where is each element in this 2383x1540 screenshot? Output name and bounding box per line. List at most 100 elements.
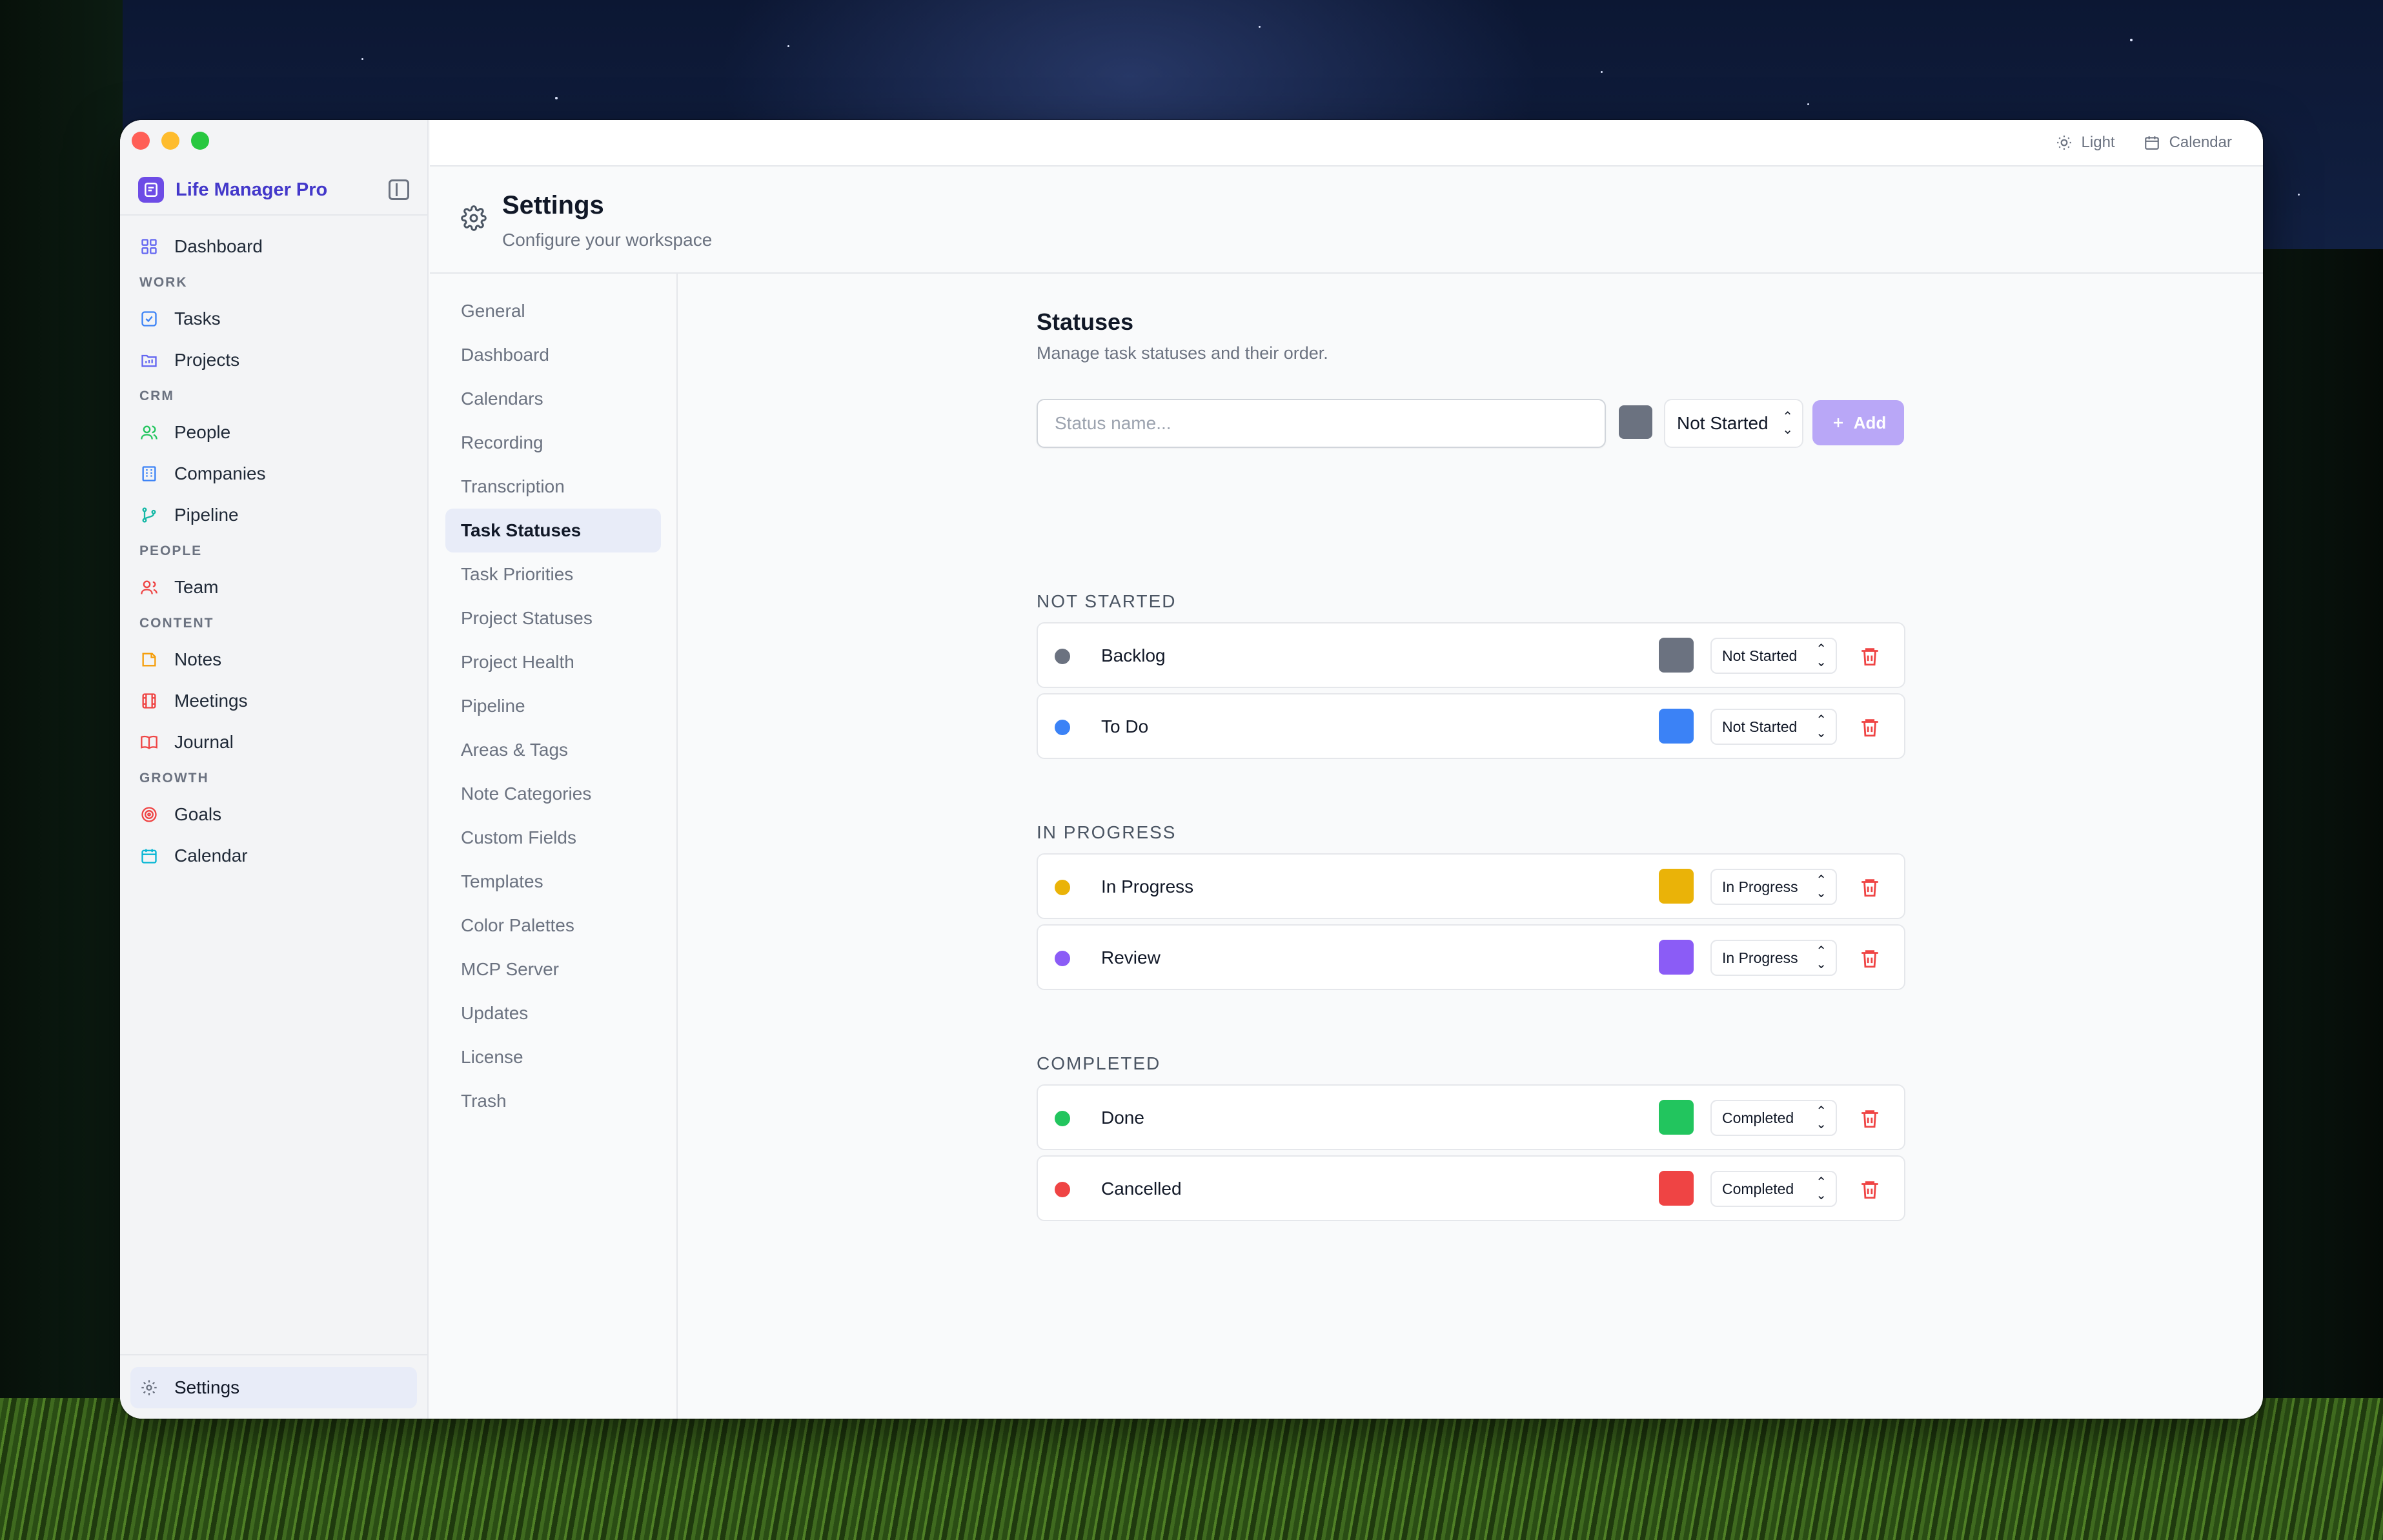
settings-tab-color-palettes[interactable]: Color Palettes bbox=[461, 915, 574, 935]
app-name: Life Manager Pro bbox=[176, 179, 328, 200]
calendar-label: Calendar bbox=[2169, 134, 2232, 151]
trash-icon[interactable] bbox=[1859, 644, 1881, 669]
status-category-select[interactable]: Completed ⌃ ⌄ bbox=[1710, 1171, 1837, 1207]
building-icon bbox=[139, 464, 159, 483]
sidebar-item-journal[interactable]: Journal bbox=[130, 722, 417, 763]
trash-icon[interactable] bbox=[1859, 1106, 1881, 1131]
select-value: Completed bbox=[1722, 1180, 1794, 1197]
settings-tab-general[interactable]: General bbox=[461, 301, 525, 321]
status-name: Done bbox=[1101, 1108, 1144, 1128]
status-color-picker[interactable] bbox=[1659, 709, 1694, 744]
status-row-done[interactable]: Done Completed ⌃ ⌄ bbox=[1037, 1084, 1905, 1150]
settings-tab-transcription[interactable]: Transcription bbox=[461, 476, 565, 496]
sidebar-item-label: Pipeline bbox=[174, 505, 239, 525]
sidebar-item-team[interactable]: Team bbox=[130, 567, 417, 608]
status-row-review[interactable]: Review In Progress ⌃ ⌄ bbox=[1037, 924, 1905, 990]
settings-tab-areas-and-tags[interactable]: Areas & Tags bbox=[461, 740, 569, 760]
main-navigation: Dashboard WORK Tasks Projects CRM People… bbox=[130, 226, 417, 876]
sidebar-item-projects[interactable]: Projects bbox=[130, 339, 417, 381]
status-color-picker[interactable] bbox=[1659, 869, 1694, 904]
settings-tab-recording[interactable]: Recording bbox=[461, 432, 543, 452]
settings-tab-mcp-server[interactable]: MCP Server bbox=[461, 959, 559, 979]
settings-tab-updates[interactable]: Updates bbox=[461, 1003, 529, 1023]
folder-icon bbox=[139, 350, 159, 370]
book-icon bbox=[139, 733, 159, 752]
settings-tab-project-health[interactable]: Project Health bbox=[461, 652, 574, 672]
plus-icon bbox=[1833, 418, 1843, 427]
status-category-select[interactable]: In Progress ⌃ ⌄ bbox=[1710, 869, 1837, 905]
page-header: Settings Configure your workspace bbox=[430, 167, 2263, 274]
minimize-window-button[interactable] bbox=[161, 132, 179, 150]
sidebar-item-tasks[interactable]: Tasks bbox=[130, 298, 417, 339]
settings-tab-trash[interactable]: Trash bbox=[461, 1091, 507, 1111]
chevron-updown-icon: ⌃ ⌄ bbox=[1816, 713, 1827, 740]
theme-toggle-button[interactable]: Light bbox=[2056, 134, 2115, 152]
status-color-picker[interactable] bbox=[1659, 1171, 1694, 1206]
sidebar-item-label: Notes bbox=[174, 649, 222, 669]
star bbox=[2298, 194, 2300, 196]
sidebar-item-goals[interactable]: Goals bbox=[130, 794, 417, 835]
close-window-button[interactable] bbox=[132, 132, 150, 150]
status-color-dot bbox=[1055, 880, 1070, 895]
settings-tab-pipeline[interactable]: Pipeline bbox=[461, 696, 525, 716]
calendar-button[interactable]: Calendar bbox=[2144, 134, 2232, 152]
sidebar-item-notes[interactable]: Notes bbox=[130, 639, 417, 680]
settings-tab-task-priorities[interactable]: Task Priorities bbox=[461, 564, 574, 584]
settings-tab-note-categories[interactable]: Note Categories bbox=[461, 784, 592, 804]
settings-tab-project-statuses[interactable]: Project Statuses bbox=[461, 608, 593, 628]
note-icon bbox=[139, 650, 159, 669]
new-status-category-select[interactable]: Not Started ⌃ ⌄ bbox=[1664, 399, 1803, 448]
select-value: Not Started bbox=[1677, 413, 1769, 433]
status-row-backlog[interactable]: Backlog Not Started ⌃ ⌄ bbox=[1037, 622, 1905, 688]
gear-icon bbox=[461, 205, 487, 231]
users-icon bbox=[139, 423, 159, 442]
status-color-dot bbox=[1055, 1111, 1070, 1126]
status-category-select[interactable]: Completed ⌃ ⌄ bbox=[1710, 1100, 1837, 1136]
settings-tab-calendars[interactable]: Calendars bbox=[461, 389, 543, 409]
sidebar-item-label: Goals bbox=[174, 804, 222, 824]
status-group-label: NOT STARTED bbox=[1037, 591, 1177, 611]
status-color-dot bbox=[1055, 1182, 1070, 1197]
nav-section-work: WORK bbox=[139, 275, 188, 290]
status-group-label: IN PROGRESS bbox=[1037, 822, 1177, 842]
sidebar-item-label: Journal bbox=[174, 732, 234, 752]
status-row-cancelled[interactable]: Cancelled Completed ⌃ ⌄ bbox=[1037, 1155, 1905, 1221]
sidebar-item-label: Team bbox=[174, 577, 219, 597]
trash-icon[interactable] bbox=[1859, 875, 1881, 900]
trash-icon[interactable] bbox=[1859, 715, 1881, 740]
sidebar-item-dashboard[interactable]: Dashboard bbox=[130, 226, 417, 267]
settings-tab-task-statuses[interactable]: Task Statuses bbox=[445, 509, 661, 552]
theme-label: Light bbox=[2081, 134, 2115, 151]
trash-icon[interactable] bbox=[1859, 946, 1881, 971]
sidebar-item-companies[interactable]: Companies bbox=[130, 453, 417, 494]
status-name-input[interactable] bbox=[1037, 399, 1606, 448]
status-color-picker[interactable] bbox=[1659, 638, 1694, 673]
settings-tab-license[interactable]: License bbox=[461, 1047, 523, 1067]
status-row-to-do[interactable]: To Do Not Started ⌃ ⌄ bbox=[1037, 693, 1905, 759]
settings-tab-templates[interactable]: Templates bbox=[461, 871, 543, 891]
calendar-icon bbox=[2144, 136, 2159, 150]
status-color-picker[interactable] bbox=[1659, 1100, 1694, 1135]
page-subtitle: Configure your workspace bbox=[502, 230, 713, 250]
settings-tab-custom-fields[interactable]: Custom Fields bbox=[461, 827, 576, 847]
select-value: Not Started bbox=[1722, 647, 1798, 664]
status-color-dot bbox=[1055, 649, 1070, 664]
star bbox=[555, 97, 558, 99]
window-controls bbox=[132, 132, 209, 150]
status-row-in-progress[interactable]: In Progress In Progress ⌃ ⌄ bbox=[1037, 853, 1905, 919]
status-category-select[interactable]: Not Started ⌃ ⌄ bbox=[1710, 638, 1837, 674]
settings-tab-dashboard[interactable]: Dashboard bbox=[461, 345, 549, 365]
status-category-select[interactable]: In Progress ⌃ ⌄ bbox=[1710, 940, 1837, 976]
maximize-window-button[interactable] bbox=[191, 132, 209, 150]
sidebar-item-calendar[interactable]: Calendar bbox=[130, 835, 417, 876]
status-color-picker[interactable] bbox=[1659, 940, 1694, 975]
sidebar-item-people[interactable]: People bbox=[130, 412, 417, 453]
new-status-color-picker[interactable] bbox=[1619, 405, 1652, 439]
collapse-sidebar-icon[interactable] bbox=[389, 179, 409, 200]
trash-icon[interactable] bbox=[1859, 1177, 1881, 1202]
status-category-select[interactable]: Not Started ⌃ ⌄ bbox=[1710, 709, 1837, 745]
sidebar-item-pipeline[interactable]: Pipeline bbox=[130, 494, 417, 536]
sidebar-item-meetings[interactable]: Meetings bbox=[130, 680, 417, 722]
sidebar-item-settings[interactable]: Settings bbox=[130, 1367, 417, 1408]
add-status-button[interactable]: Add bbox=[1812, 400, 1904, 445]
